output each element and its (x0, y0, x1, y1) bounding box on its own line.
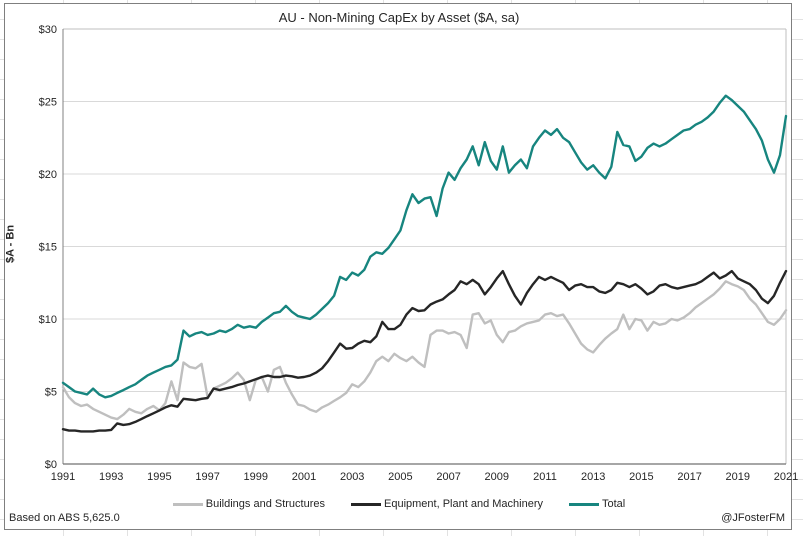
legend-swatch (172, 502, 203, 506)
x-axis-tick-label: 1993 (99, 471, 123, 483)
x-axis-tick-labels: 1991 1993 1995 1997 1999 2001 2003 2005 2007 2009… (51, 471, 798, 483)
author-credit: @JFosterFM (721, 512, 785, 524)
y-axis-tick-label: $10 (39, 314, 57, 326)
y-axis-tick-label: $5 (45, 387, 57, 399)
x-axis-tick-label: 2009 (485, 471, 509, 483)
y-axis-tick-label: $0 (45, 459, 57, 471)
legend-item-equipment-plant-and-machinery: Equipment, Plant and Machinery (351, 498, 543, 510)
x-axis-tick-label: 2017 (677, 471, 701, 483)
y-axis-tick-label: $30 (39, 24, 57, 36)
x-axis-tick-label: 1995 (147, 471, 171, 483)
x-axis-tick-label: 1997 (195, 471, 219, 483)
y-axis-tick-labels: $0 $5 $10 $15 $20 $25 $30 (39, 24, 57, 471)
y-axis-tick-label: $25 (39, 97, 57, 109)
legend: Buildings and Structures Equipment, Plant… (5, 498, 793, 510)
x-axis-tick-label: 2013 (581, 471, 605, 483)
y-gridlines (63, 28, 786, 392)
series-line-equipment-plant-and-machinery (61, 269, 788, 433)
x-axis-tick-label: 2019 (726, 471, 750, 483)
x-axis-tick-label: 2003 (340, 471, 364, 483)
legend-label: Total (601, 498, 626, 510)
chart-frame: AU - Non-Mining CapEx by Asset ($A, sa) … (4, 3, 799, 530)
legend-item-total: Total (568, 498, 626, 510)
plot-area: $0 $5 $10 $15 $20 $25 $30 1991 1993 1995 1997 1999 2… (39, 24, 799, 483)
series-line-buildings-and-structures (61, 280, 788, 421)
legend-label: Equipment, Plant and Machinery (384, 498, 543, 510)
x-axis-tick-label: 1991 (51, 471, 75, 483)
x-axis-tick-label: 2005 (388, 471, 412, 483)
legend-swatch (351, 502, 381, 506)
x-axis-tick-label: 2007 (436, 471, 460, 483)
x-axis-tick-label: 2021 (774, 471, 798, 483)
series-line-total (61, 94, 788, 399)
y-axis-tick-label: $15 (39, 242, 57, 254)
legend-item-buildings-and-structures: Buildings and Structures (172, 498, 325, 510)
legend-swatch (568, 502, 599, 506)
source-footnote: Based on ABS 5,625.0 (9, 512, 120, 524)
legend-label: Buildings and Structures (205, 498, 325, 510)
x-axis-tick-label: 2001 (292, 471, 316, 483)
x-axis-tick-label: 2015 (629, 471, 653, 483)
x-axis-tick-label: 1999 (244, 471, 268, 483)
y-axis-tick-label: $20 (39, 169, 57, 181)
chart-title: AU - Non-Mining CapEx by Asset ($A, sa) (278, 10, 520, 25)
x-axis-tick-label: 2011 (533, 471, 557, 483)
